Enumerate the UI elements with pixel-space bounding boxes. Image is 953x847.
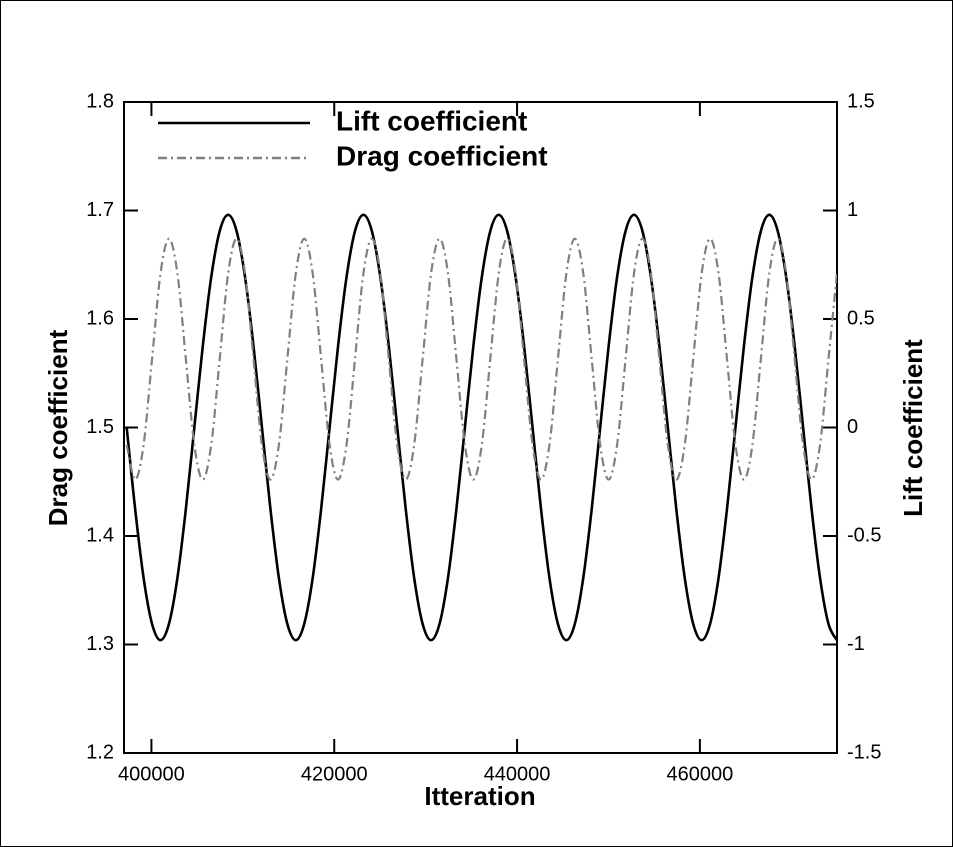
x-axis-label: Itteration: [424, 781, 535, 811]
y2-tick-label: 0.5: [847, 307, 875, 329]
x-tick-label: 440000: [484, 763, 551, 785]
y2-tick-label: -0.5: [847, 524, 881, 546]
y-tick-label: 1.7: [86, 199, 114, 221]
y-axis-label: Drag coefficient: [43, 329, 73, 526]
y2-tick-label: 1: [847, 199, 858, 221]
legend-label: Lift coefficient: [336, 105, 527, 136]
series-line: [125, 213, 837, 642]
y2-tick-label: -1.5: [847, 741, 881, 763]
y-tick-label: 1.5: [86, 416, 114, 438]
x-tick-label: 460000: [667, 763, 734, 785]
y-tick-label: 1.6: [86, 307, 114, 329]
y2-tick-label: -1: [847, 633, 865, 655]
legend-label: Drag coefficient: [336, 140, 548, 171]
y2-tick-label: 1.5: [847, 90, 875, 112]
y-tick-label: 1.8: [86, 90, 114, 112]
y-tick-label: 1.3: [86, 633, 114, 655]
y2-axis-label: Lift coefficient: [898, 339, 928, 517]
x-tick-label: 420000: [301, 763, 368, 785]
y-tick-label: 1.4: [86, 524, 114, 546]
series-line: [125, 237, 837, 481]
x-tick-label: 400000: [118, 763, 185, 785]
y2-tick-label: 0: [847, 416, 858, 438]
y-tick-label: 1.2: [86, 741, 114, 763]
